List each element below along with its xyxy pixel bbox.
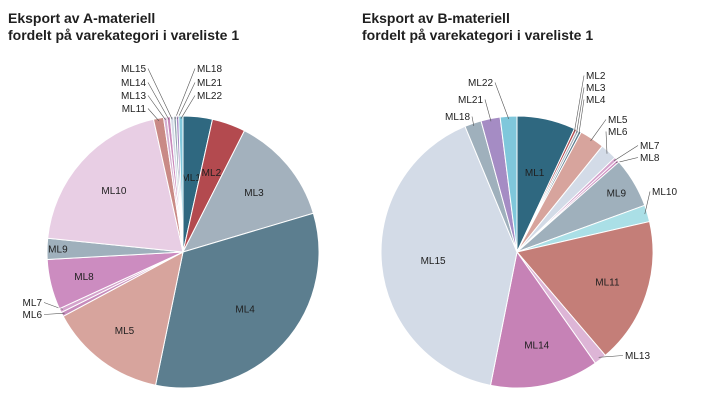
slice-label-ml15: ML15 (421, 256, 446, 267)
leader-line-ml7 (613, 145, 639, 161)
pie-slice-ml22 (178, 115, 184, 253)
slice-label-ml8: ML8 (74, 272, 94, 283)
pie-slice-ml5 (62, 251, 184, 386)
slice-label-ml21: ML21 (458, 95, 483, 106)
slice-label-ml2: ML2 (586, 71, 606, 82)
slice-label-ml6: ML6 (608, 127, 628, 138)
slice-label-ml5: ML5 (115, 326, 135, 337)
slice-label-ml7: ML7 (23, 298, 43, 309)
leader-line-ml6 (43, 312, 65, 315)
leader-line-ml13 (598, 355, 624, 358)
slice-label-ml22: ML22 (197, 91, 222, 102)
leader-line-ml15 (147, 68, 173, 120)
slice-label-ml4: ML4 (586, 95, 606, 106)
slice-label-ml18: ML18 (445, 112, 470, 123)
leader-line-ml14 (147, 82, 170, 120)
slice-label-ml6: ML6 (23, 310, 43, 321)
slice-label-ml11: ML11 (595, 277, 620, 288)
slice-label-ml10: ML10 (101, 186, 126, 197)
slice-label-ml2: ML2 (202, 168, 222, 179)
slice-label-ml4: ML4 (235, 305, 255, 316)
slice-label-ml8: ML8 (640, 153, 660, 164)
slice-label-ml11: ML11 (122, 104, 147, 115)
leader-line-ml21 (177, 82, 196, 119)
leader-line-ml18 (174, 68, 196, 120)
slice-label-ml9: ML9 (607, 188, 627, 199)
pie-slice-ml3 (182, 130, 314, 253)
leader-line-ml11 (147, 108, 160, 122)
slice-label-ml13: ML13 (121, 91, 146, 102)
pie-slice-ml14 (489, 250, 596, 389)
chart-a-title-line-1: Eksport av A-materiell (8, 10, 156, 26)
slice-label-ml1: ML1 (181, 173, 201, 184)
leader-line-ml10 (644, 191, 651, 215)
leader-line-ml8 (615, 157, 639, 164)
leader-line-ml13 (147, 95, 166, 121)
leader-line-ml2 (574, 75, 585, 132)
slice-label-ml5: ML5 (608, 115, 628, 126)
pie-slice-ml4 (154, 212, 320, 389)
slice-label-ml22: ML22 (468, 78, 493, 89)
chart-a-title-line-2: fordelt på varekategori i vareliste 1 (8, 27, 240, 43)
pie-slice-ml11 (516, 220, 654, 357)
chart-b-title-line-2: fordelt på varekategori i vareliste 1 (362, 27, 594, 43)
slice-label-ml3: ML3 (244, 188, 264, 199)
pie-slice-ml10 (47, 118, 184, 253)
pie-slice-ml15 (380, 125, 518, 386)
slice-label-ml15: ML15 (121, 64, 146, 75)
slice-label-ml21: ML21 (197, 78, 222, 89)
slice-label-ml10: ML10 (652, 187, 677, 198)
slice-label-ml1: ML1 (525, 168, 545, 179)
slice-label-ml7: ML7 (640, 141, 660, 152)
leader-line-ml18 (471, 116, 475, 126)
chart-b-title-line-1: Eksport av B-materiell (362, 10, 510, 26)
leader-line-ml6 (605, 131, 608, 154)
leader-line-ml22 (180, 95, 196, 119)
slice-label-ml14: ML14 (121, 78, 146, 89)
slice-label-ml18: ML18 (197, 64, 222, 75)
leader-line-ml3 (576, 87, 585, 133)
leader-line-ml21 (484, 99, 492, 122)
leader-line-ml5 (590, 119, 607, 142)
chart-b-title: Eksport av B-materiell fordelt på vareka… (362, 10, 593, 44)
slice-label-ml13: ML13 (625, 351, 650, 362)
slice-label-ml3: ML3 (586, 83, 606, 94)
chart-a-title: Eksport av A-materiell fordelt på vareka… (8, 10, 239, 44)
slice-label-ml9: ML9 (48, 245, 68, 256)
leader-line-ml22 (494, 82, 509, 120)
pie-slice-ml22 (499, 115, 518, 253)
slice-label-ml14: ML14 (524, 341, 549, 352)
leader-line-ml4 (578, 99, 585, 134)
